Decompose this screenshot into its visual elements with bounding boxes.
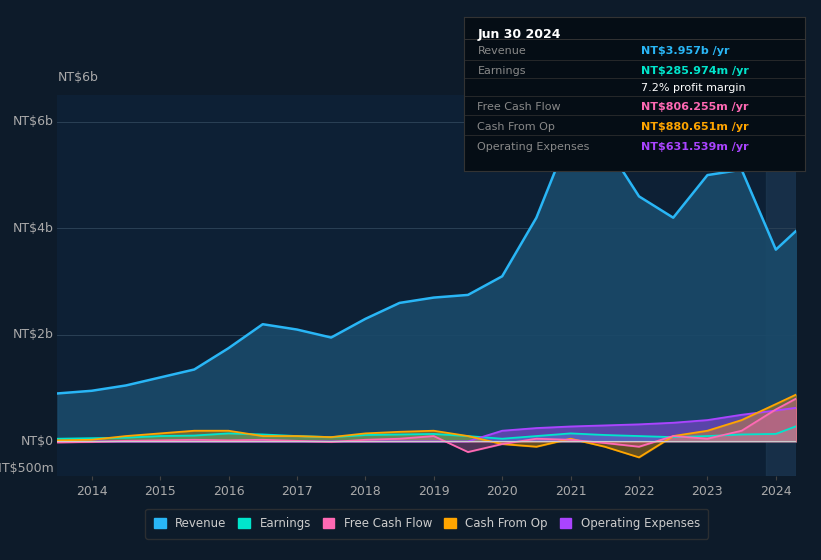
Text: NT$6b: NT$6b xyxy=(13,115,54,128)
Text: NT$4b: NT$4b xyxy=(13,222,54,235)
Legend: Revenue, Earnings, Free Cash Flow, Cash From Op, Operating Expenses: Revenue, Earnings, Free Cash Flow, Cash … xyxy=(145,509,709,539)
Bar xyxy=(765,95,796,476)
Text: NT$0: NT$0 xyxy=(21,435,54,448)
Text: NT$806.255m /yr: NT$806.255m /yr xyxy=(641,102,749,112)
Text: Free Cash Flow: Free Cash Flow xyxy=(478,102,561,112)
Text: Cash From Op: Cash From Op xyxy=(478,122,555,132)
Text: Revenue: Revenue xyxy=(478,46,526,55)
Text: -NT$500m: -NT$500m xyxy=(0,461,54,474)
Text: NT$285.974m /yr: NT$285.974m /yr xyxy=(641,67,749,77)
Text: NT$6b: NT$6b xyxy=(57,71,99,84)
Text: NT$2b: NT$2b xyxy=(13,328,54,342)
Text: NT$631.539m /yr: NT$631.539m /yr xyxy=(641,142,749,152)
Text: NT$880.651m /yr: NT$880.651m /yr xyxy=(641,122,749,132)
Text: 7.2% profit margin: 7.2% profit margin xyxy=(641,83,745,94)
Text: Jun 30 2024: Jun 30 2024 xyxy=(478,27,561,40)
Text: Earnings: Earnings xyxy=(478,67,526,77)
Text: Operating Expenses: Operating Expenses xyxy=(478,142,589,152)
Text: NT$3.957b /yr: NT$3.957b /yr xyxy=(641,46,730,55)
